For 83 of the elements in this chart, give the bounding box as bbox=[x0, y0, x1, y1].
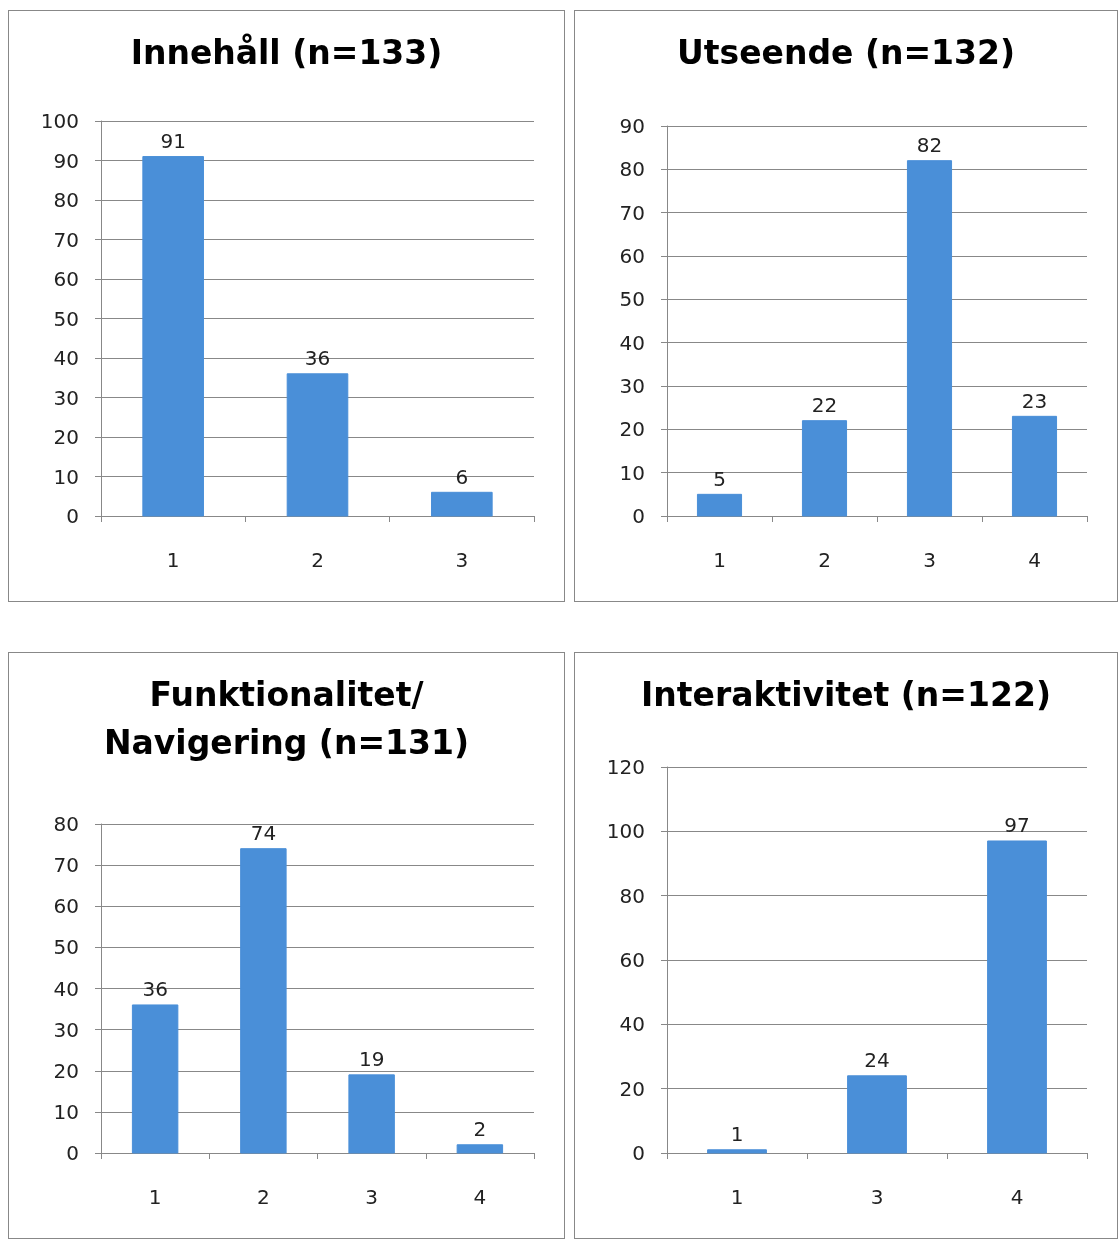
x-tick-label: 2 bbox=[257, 1185, 270, 1209]
y-tick-label: 0 bbox=[66, 504, 79, 528]
y-tick-label: 60 bbox=[53, 267, 79, 291]
y-tick-label: 50 bbox=[53, 935, 79, 960]
y-tick-label: 60 bbox=[53, 894, 79, 919]
y-tick-label: 20 bbox=[619, 417, 645, 442]
x-tick-label: 4 bbox=[1010, 1185, 1024, 1209]
x-tick-label: 1 bbox=[730, 1185, 744, 1209]
x-tick-label: 4 bbox=[473, 1185, 487, 1209]
chart-title: Funktionalitet/ Navigering (n=131) bbox=[103, 674, 470, 762]
x-tick-label: 1 bbox=[713, 548, 726, 572]
y-tick-label: 100 bbox=[606, 819, 645, 844]
y-tick-label: 80 bbox=[53, 188, 79, 212]
y-tick-label: 60 bbox=[619, 948, 645, 972]
bar bbox=[987, 840, 1047, 1154]
y-tick-label: 0 bbox=[632, 1141, 645, 1165]
y-tick-label: 50 bbox=[53, 306, 79, 331]
bar bbox=[286, 373, 349, 517]
y-tick-label: 40 bbox=[619, 330, 645, 355]
y-tick-label: 20 bbox=[53, 425, 79, 449]
bar bbox=[348, 1074, 395, 1154]
data-label: 23 bbox=[1021, 388, 1048, 413]
y-tick-label: 40 bbox=[619, 1012, 645, 1037]
y-tick-label: 10 bbox=[53, 1099, 79, 1124]
bar bbox=[456, 1144, 504, 1154]
data-label: 74 bbox=[250, 821, 277, 846]
x-tick-label: 3 bbox=[923, 548, 936, 572]
data-label: 22 bbox=[811, 393, 838, 418]
data-label: 1 bbox=[730, 1122, 744, 1147]
data-label: 36 bbox=[304, 346, 331, 371]
data-label: 97 bbox=[1004, 813, 1030, 838]
data-label: 19 bbox=[358, 1047, 385, 1072]
data-label: 36 bbox=[142, 977, 168, 1002]
y-tick-label: 80 bbox=[619, 883, 645, 908]
y-tick-label: 30 bbox=[53, 1017, 79, 1042]
chart-title: Innehåll (n=133) bbox=[130, 32, 443, 72]
data-label: 6 bbox=[455, 464, 469, 489]
y-tick-label: 70 bbox=[53, 853, 79, 878]
bar bbox=[431, 491, 493, 517]
x-tick-label: 2 bbox=[311, 548, 324, 572]
x-tick-label: 3 bbox=[870, 1185, 884, 1209]
y-tick-label: 20 bbox=[619, 1076, 645, 1101]
x-tick-label: 1 bbox=[148, 1185, 162, 1209]
bar bbox=[847, 1075, 907, 1154]
y-tick-label: 0 bbox=[632, 504, 645, 528]
data-label: 82 bbox=[916, 133, 943, 158]
y-tick-label: 10 bbox=[619, 460, 645, 485]
data-label: 2 bbox=[473, 1117, 487, 1142]
data-label: 91 bbox=[160, 129, 186, 154]
bar bbox=[906, 160, 953, 517]
x-tick-label: 1 bbox=[166, 548, 180, 572]
y-tick-label: 90 bbox=[53, 148, 79, 173]
chart-title: Interaktivitet (n=122) bbox=[641, 674, 1051, 714]
x-tick-label: 2 bbox=[818, 548, 831, 572]
bar bbox=[707, 1149, 767, 1154]
y-tick-label: 120 bbox=[606, 755, 645, 779]
chart-title: Utseende (n=132) bbox=[676, 32, 1016, 72]
y-tick-label: 40 bbox=[53, 976, 79, 1001]
y-tick-label: 30 bbox=[619, 374, 645, 398]
y-tick-label: 30 bbox=[53, 385, 79, 410]
y-tick-label: 100 bbox=[40, 109, 79, 133]
y-tick-label: 90 bbox=[619, 114, 645, 138]
x-tick-label: 3 bbox=[365, 1185, 378, 1209]
y-tick-label: 50 bbox=[619, 287, 645, 312]
bar bbox=[696, 493, 743, 517]
bar bbox=[142, 156, 204, 517]
y-tick-label: 20 bbox=[53, 1058, 79, 1083]
bar bbox=[1011, 415, 1058, 517]
y-tick-label: 80 bbox=[619, 157, 645, 182]
y-tick-label: 70 bbox=[619, 200, 645, 225]
data-label: 5 bbox=[713, 466, 726, 491]
y-tick-label: 60 bbox=[619, 244, 645, 268]
y-tick-label: 0 bbox=[66, 1141, 79, 1165]
x-tick-label: 4 bbox=[1028, 548, 1041, 572]
data-label: 24 bbox=[864, 1048, 890, 1073]
bar bbox=[240, 848, 287, 1154]
y-tick-label: 40 bbox=[53, 346, 79, 370]
y-tick-label: 10 bbox=[53, 464, 79, 489]
x-tick-label: 3 bbox=[455, 548, 469, 572]
bar bbox=[131, 1004, 179, 1154]
y-tick-label: 70 bbox=[53, 227, 79, 252]
bar bbox=[801, 420, 848, 517]
y-tick-label: 80 bbox=[53, 812, 79, 836]
